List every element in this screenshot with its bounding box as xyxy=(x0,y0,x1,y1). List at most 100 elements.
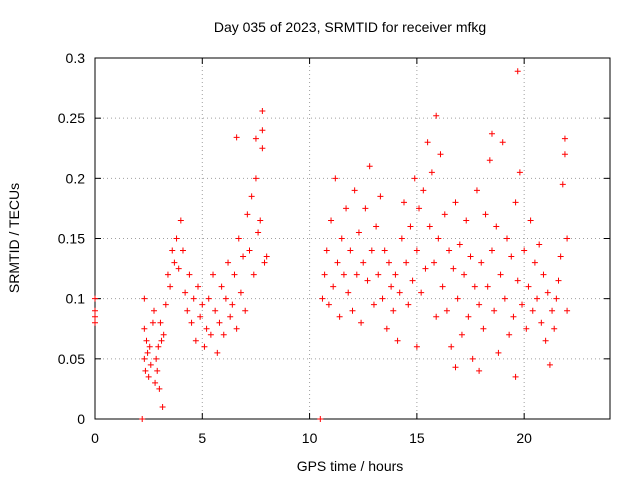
data-point xyxy=(467,253,474,260)
data-point xyxy=(564,235,571,242)
data-point xyxy=(452,199,459,206)
data-point xyxy=(446,247,453,254)
data-point xyxy=(514,277,521,284)
data-point xyxy=(523,325,530,332)
data-point xyxy=(317,416,324,422)
data-point xyxy=(192,337,199,344)
data-point xyxy=(411,175,418,182)
x-tick-label: 15 xyxy=(409,430,425,446)
data-point xyxy=(476,301,483,308)
y-tick-label: 0.3 xyxy=(66,50,86,66)
data-point xyxy=(519,301,526,308)
data-point xyxy=(156,385,163,392)
data-point xyxy=(355,229,362,236)
data-point xyxy=(555,277,562,284)
data-point xyxy=(443,307,450,314)
data-point xyxy=(433,313,440,320)
x-tick-label: 10 xyxy=(302,430,318,446)
data-point xyxy=(167,283,174,290)
data-point xyxy=(351,187,358,194)
data-point xyxy=(403,259,410,266)
data-point xyxy=(458,331,465,338)
data-point xyxy=(186,271,193,278)
data-point xyxy=(561,135,568,142)
data-point xyxy=(471,283,478,290)
data-point xyxy=(139,416,146,422)
data-point xyxy=(218,283,225,290)
data-point xyxy=(416,205,423,212)
data-point xyxy=(263,253,270,260)
data-point xyxy=(383,325,390,332)
data-point xyxy=(478,259,485,266)
data-point xyxy=(482,211,489,218)
data-point xyxy=(184,307,191,314)
data-point xyxy=(195,283,201,290)
data-point xyxy=(420,187,427,194)
data-point xyxy=(227,313,234,320)
data-point xyxy=(379,295,386,302)
y-tick-label: 0.2 xyxy=(66,170,86,186)
data-point xyxy=(340,271,347,278)
data-point xyxy=(431,259,438,266)
data-points xyxy=(92,68,571,422)
data-point xyxy=(529,307,536,314)
data-point xyxy=(153,355,160,362)
data-point xyxy=(476,367,483,374)
data-point xyxy=(514,68,521,75)
data-point xyxy=(428,169,435,176)
data-point xyxy=(149,319,156,326)
data-point xyxy=(398,235,405,242)
data-point xyxy=(508,253,515,260)
data-point xyxy=(521,247,528,254)
data-point xyxy=(564,307,571,314)
axis-ticks: 0 0.05 0.1 0.15 0.2 0.25 0.3 0 5 10 15 20 xyxy=(58,50,610,446)
data-point xyxy=(488,130,495,137)
data-point xyxy=(426,223,433,230)
data-point xyxy=(516,169,523,176)
data-point xyxy=(171,259,178,266)
data-point xyxy=(551,325,558,332)
data-point xyxy=(469,355,476,362)
data-point xyxy=(325,301,332,308)
data-point xyxy=(473,187,480,194)
data-point xyxy=(422,265,429,272)
data-point xyxy=(512,373,519,380)
data-point xyxy=(214,349,221,356)
data-point xyxy=(347,247,354,254)
data-point xyxy=(358,319,365,326)
data-point xyxy=(396,289,403,296)
data-point xyxy=(203,325,210,332)
data-point xyxy=(549,307,556,314)
data-point xyxy=(531,259,538,266)
data-point xyxy=(152,379,159,386)
data-point xyxy=(177,217,184,224)
data-point xyxy=(92,295,98,302)
data-point xyxy=(244,211,251,218)
data-point xyxy=(252,135,259,142)
data-point xyxy=(159,403,166,410)
data-point xyxy=(233,134,240,141)
data-point xyxy=(257,217,264,224)
data-point xyxy=(162,301,169,308)
data-point xyxy=(323,247,330,254)
data-point xyxy=(259,145,266,152)
data-point xyxy=(255,229,262,236)
data-point xyxy=(349,307,356,314)
data-point xyxy=(394,337,401,344)
data-point xyxy=(261,259,268,266)
data-point xyxy=(542,337,549,344)
data-point xyxy=(544,289,551,296)
data-point xyxy=(452,364,459,371)
y-tick-label: 0 xyxy=(77,411,85,427)
y-tick-label: 0.1 xyxy=(66,291,86,307)
data-point xyxy=(145,373,152,380)
data-point xyxy=(433,112,440,119)
data-point xyxy=(437,151,444,158)
data-point xyxy=(250,271,257,278)
data-point xyxy=(360,259,367,266)
data-point xyxy=(405,301,412,308)
data-point xyxy=(197,313,204,320)
data-point xyxy=(205,295,212,302)
data-point xyxy=(362,205,369,212)
